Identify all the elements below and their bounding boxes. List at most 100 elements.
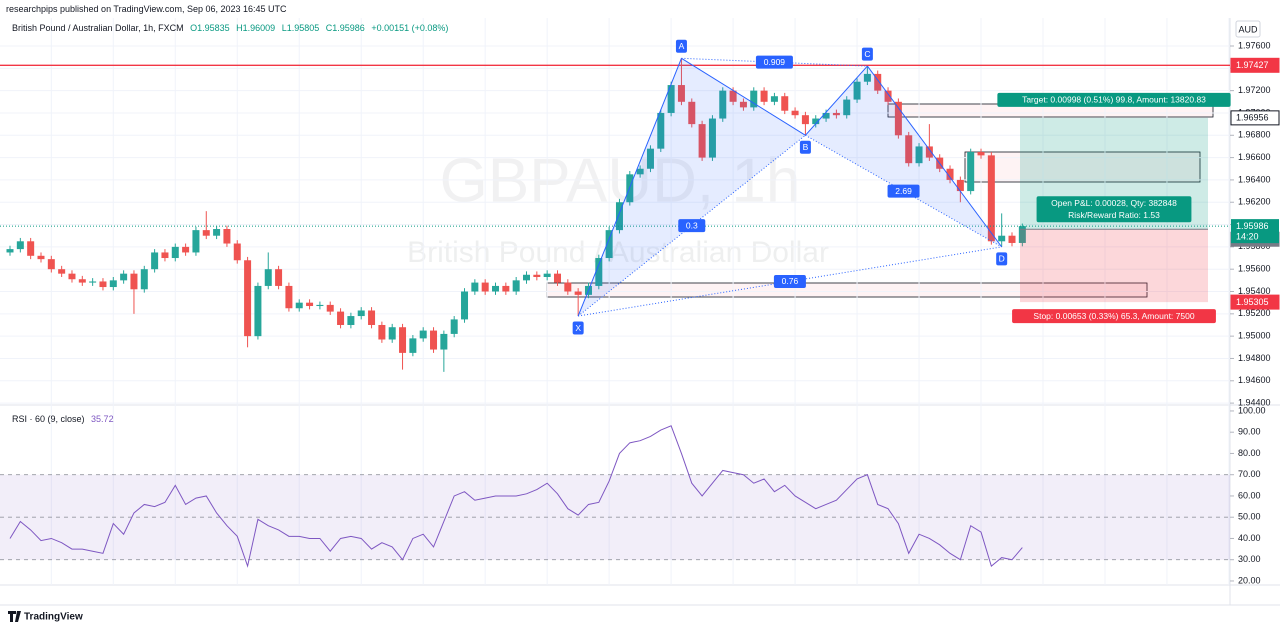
footer-brand: TradingView: [24, 612, 83, 623]
pattern-point-label: B: [803, 142, 809, 152]
candle-body: [998, 235, 1006, 242]
candle-body: [264, 269, 272, 286]
candle-body: [987, 155, 995, 242]
candle-body: [595, 258, 603, 286]
candle-body: [6, 249, 14, 253]
candle-body: [574, 291, 582, 295]
candle-body: [37, 255, 45, 260]
candle-body: [27, 241, 35, 256]
pattern-ratio-box: [755, 55, 793, 69]
candle-body: [492, 285, 500, 292]
x-tick-label: 12:00: [1218, 588, 1241, 598]
candle-body: [760, 90, 768, 102]
candle-body: [615, 202, 623, 231]
y-tick-label: 70.00: [1238, 469, 1261, 479]
x-tick-label: 7: [1102, 588, 1107, 598]
y-tick-label: 1.94800: [1238, 353, 1271, 363]
candle-body: [843, 99, 851, 116]
y-tick-label: 80.00: [1238, 448, 1261, 458]
x-tick-label: 18:00: [40, 588, 63, 598]
candle-body: [884, 90, 892, 102]
price-tag-label: 1.96956: [1236, 113, 1269, 123]
candle-body: [1018, 226, 1026, 243]
candle-body: [337, 311, 345, 325]
price-tag-label: 1.95305: [1236, 297, 1269, 307]
plot-area: 18:00 Sep 06:00 12:00 18:00 4 06:00 12:00 18:00 5…: [0, 18, 1241, 598]
candle-body: [409, 338, 417, 353]
candle-body: [1008, 235, 1016, 243]
candle-body: [233, 243, 241, 261]
candle-body: [956, 179, 964, 192]
candle-body: [192, 230, 200, 253]
candle-body: [646, 148, 654, 169]
footer-logo: [8, 611, 21, 622]
position-label: Risk/Reward Ratio: 1.53: [1068, 210, 1160, 220]
pattern-point-box: [799, 140, 811, 154]
candle-body: [925, 146, 933, 158]
price-tag: [1230, 57, 1280, 73]
price-tag-label: 1.95986: [1236, 221, 1269, 231]
candle-body: [636, 168, 644, 175]
candle-body: [543, 273, 551, 278]
candle-body: [698, 124, 706, 158]
position-label: Stop: 0.00653 (0.33%) 65.3, Amount: 7500: [1033, 311, 1194, 321]
candle-body: [99, 281, 107, 288]
candle-body: [430, 330, 438, 350]
x-tick-label: 18:00: [536, 588, 559, 598]
pattern-fill: [805, 66, 1002, 247]
y-tick-label: 1.94400: [1238, 397, 1271, 407]
price-tag-label: 1.97427: [1236, 60, 1269, 70]
symbol: British Pound / Australian Dollar, 1h, F…: [12, 23, 184, 33]
candle-body: [481, 282, 489, 292]
position-label-box: [1036, 196, 1192, 223]
candle-body: [863, 73, 871, 82]
zone-box: [964, 151, 1201, 183]
pattern-point-box: [861, 47, 873, 61]
y-tick-label: 50.00: [1238, 512, 1261, 522]
candle-body: [977, 152, 985, 156]
candle-body: [151, 252, 159, 270]
y-tick-label: 1.95200: [1238, 308, 1271, 318]
x-tick-label: 06:00: [1156, 588, 1179, 598]
candle-body: [905, 135, 913, 164]
y-tick-label: 1.96800: [1238, 130, 1271, 140]
price-tag: [1230, 294, 1280, 310]
y-tick-label: 1.95400: [1238, 286, 1271, 296]
candle-body: [564, 282, 572, 292]
candle-body: [822, 112, 830, 119]
candle-body: [894, 101, 902, 136]
currency-box: [1235, 20, 1261, 38]
candle-body: [140, 269, 148, 290]
candle-body: [161, 252, 169, 259]
pattern-point-label: C: [864, 49, 870, 59]
candle-body: [295, 302, 303, 309]
ohlc-close: C1.95986: [325, 23, 365, 33]
x-tick-label: 06:00: [908, 588, 931, 598]
x-tick-label: 18:00: [784, 588, 807, 598]
x-tick-label: 06:00: [660, 588, 683, 598]
candle-body: [450, 319, 458, 334]
y-tick-label: 90.00: [1238, 427, 1261, 437]
ohlc-high: H1.96009: [236, 23, 276, 33]
x-tick-label: 12:00: [722, 588, 745, 598]
currency: AUD: [1238, 24, 1258, 34]
candle-body: [419, 330, 427, 339]
y-tick-label: 1.96400: [1238, 174, 1271, 184]
pattern-point-label: A: [679, 41, 685, 51]
pattern-point-box: [675, 39, 687, 53]
candle-body: [605, 230, 613, 259]
candle-body: [130, 273, 138, 290]
countdown: 14:20: [1236, 231, 1259, 241]
y-tick-label: 1.95600: [1238, 264, 1271, 274]
candle-body: [399, 327, 407, 353]
price-tag: [1231, 219, 1279, 244]
pattern-ratio: 0.76: [782, 276, 799, 286]
candle-body: [657, 112, 665, 149]
candle-body: [967, 152, 975, 192]
pattern-leg: [866, 65, 1003, 248]
rsi-line: [9, 425, 1023, 568]
y-tick-label: 1.96200: [1238, 197, 1271, 207]
candle-body: [213, 229, 221, 236]
candle-body: [461, 291, 469, 320]
x-tick-label: 12:00: [970, 588, 993, 598]
